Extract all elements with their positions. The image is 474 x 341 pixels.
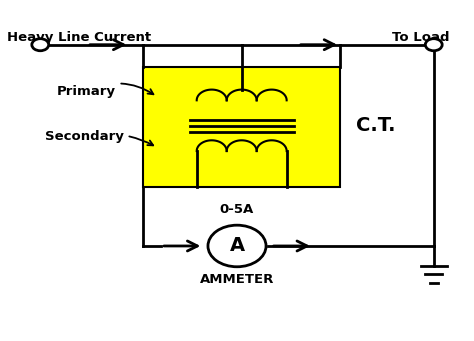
Circle shape xyxy=(208,225,266,267)
Text: To Load: To Load xyxy=(392,31,449,44)
Circle shape xyxy=(32,39,49,51)
Text: Heavy Line Current: Heavy Line Current xyxy=(8,31,152,44)
Text: A: A xyxy=(229,236,245,255)
Text: Primary: Primary xyxy=(57,84,154,98)
Text: Secondary: Secondary xyxy=(45,131,153,145)
Text: C.T.: C.T. xyxy=(356,116,396,135)
Circle shape xyxy=(425,39,442,51)
Bar xyxy=(143,66,340,187)
Text: 0-5A: 0-5A xyxy=(220,203,254,216)
Text: AMMETER: AMMETER xyxy=(200,273,274,286)
